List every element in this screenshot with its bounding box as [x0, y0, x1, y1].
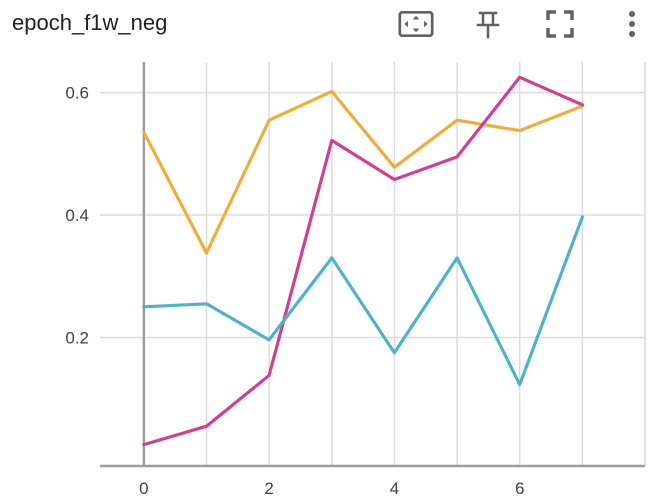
pin-button[interactable]: [470, 6, 506, 42]
series-line-3: [142, 215, 585, 387]
fit-to-data-icon: [398, 10, 434, 38]
series-line-2: [142, 75, 585, 447]
x-tick-label: 0: [139, 479, 148, 498]
y-tick-label: 0.4: [65, 206, 89, 225]
x-tick-label: 4: [390, 479, 399, 498]
y-tick-label: 0.2: [65, 328, 89, 347]
fullscreen-icon: [546, 10, 574, 38]
fullscreen-button[interactable]: [542, 6, 578, 42]
more-vert-icon: [629, 11, 635, 37]
more-options-button[interactable]: [614, 6, 650, 42]
card-header: epoch_f1w_neg: [0, 0, 656, 48]
x-tick-label: 6: [515, 479, 524, 498]
chart-title: epoch_f1w_neg: [12, 10, 168, 35]
y-tick-label: 0.6: [65, 84, 89, 103]
series-line-1: [142, 89, 585, 255]
x-tick-label: 2: [264, 479, 273, 498]
fit-domain-button[interactable]: [398, 6, 434, 42]
pin-icon: [476, 11, 500, 39]
